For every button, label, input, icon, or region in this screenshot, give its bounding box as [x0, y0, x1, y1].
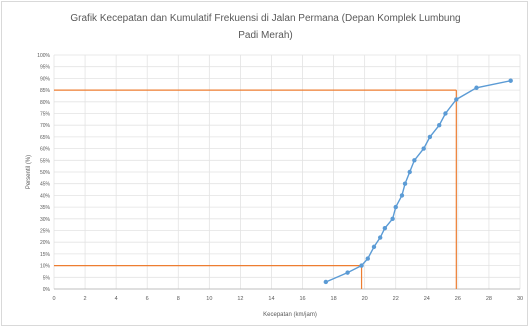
data-point — [382, 225, 388, 231]
y-tick-label: 40% — [40, 193, 51, 199]
x-tick-label: 22 — [393, 296, 399, 302]
data-point — [399, 193, 405, 198]
data-point — [508, 78, 513, 83]
data-point — [427, 134, 433, 140]
y-tick-label: 60% — [40, 147, 51, 153]
y-tick-label: 90% — [40, 76, 51, 82]
x-tick-label: 14 — [268, 296, 274, 302]
data-point — [359, 263, 364, 268]
data-point — [443, 111, 448, 116]
data-point — [402, 181, 408, 186]
x-tick-label: 18 — [331, 296, 337, 302]
x-tick-label: 16 — [299, 296, 305, 302]
chart-title-line-1: Grafik Kecepatan dan Kumulatif Frekuensi… — [70, 13, 461, 24]
y-tick-label: 75% — [40, 112, 51, 118]
y-tick-label: 85% — [40, 88, 51, 94]
data-point — [378, 235, 383, 240]
y-tick-label: 55% — [40, 158, 51, 164]
data-point — [393, 204, 398, 210]
series-line — [325, 80, 511, 283]
y-tick-label: 25% — [40, 229, 51, 235]
tick-labels: 0% 5% 10% 15% 20% 25% 30% 35% 40% 45% 50% 55% 60% 65%… — [37, 53, 523, 302]
x-tick-label: 24 — [424, 296, 430, 302]
data-point — [412, 158, 417, 163]
data-point — [323, 279, 329, 285]
x-tick-label: 30 — [517, 296, 523, 302]
y-tick-label: 50% — [40, 170, 51, 176]
data-point — [371, 244, 377, 250]
data-point — [454, 97, 459, 102]
x-tick-label: 8 — [177, 296, 180, 302]
y-tick-label: 100% — [37, 53, 50, 59]
y-tick-label: 5% — [43, 275, 51, 281]
x-tick-label: 20 — [362, 296, 368, 302]
x-tick-label: 2 — [84, 296, 87, 302]
y-tick-label: 30% — [40, 217, 51, 223]
data-point — [345, 270, 350, 275]
data-point — [437, 123, 442, 128]
x-axis-label: Kecepatan (km/jam) — [263, 312, 317, 318]
data-point — [390, 216, 395, 221]
x-tick-label: 4 — [115, 296, 118, 302]
x-tick-label: 10 — [206, 296, 212, 302]
y-tick-label: 80% — [40, 100, 51, 106]
y-tick-label: 15% — [40, 252, 51, 258]
x-tick-label: 28 — [486, 296, 492, 302]
y-tick-label: 70% — [40, 123, 51, 129]
y-tick-label: 65% — [40, 135, 51, 141]
x-tick-label: 26 — [455, 296, 461, 302]
y-tick-label: 45% — [40, 182, 51, 188]
x-tick-label: 6 — [146, 296, 149, 302]
reference-lines — [54, 89, 457, 289]
y-axis-label: Persentil (%) — [26, 155, 32, 189]
y-tick-label: 10% — [40, 264, 51, 270]
data-point — [421, 146, 426, 151]
y-tick-label: 35% — [40, 205, 51, 211]
y-tick-label: 20% — [40, 240, 51, 246]
data-point — [474, 85, 479, 90]
x-tick-label: 0 — [52, 296, 55, 302]
chart-title-line-2: Padi Merah) — [238, 30, 293, 41]
data-point — [365, 256, 370, 261]
x-tick-label: 12 — [237, 296, 243, 302]
y-tick-label: 0% — [43, 287, 51, 293]
y-tick-label: 95% — [40, 65, 51, 71]
data-point — [407, 169, 412, 175]
data-series — [323, 78, 513, 285]
